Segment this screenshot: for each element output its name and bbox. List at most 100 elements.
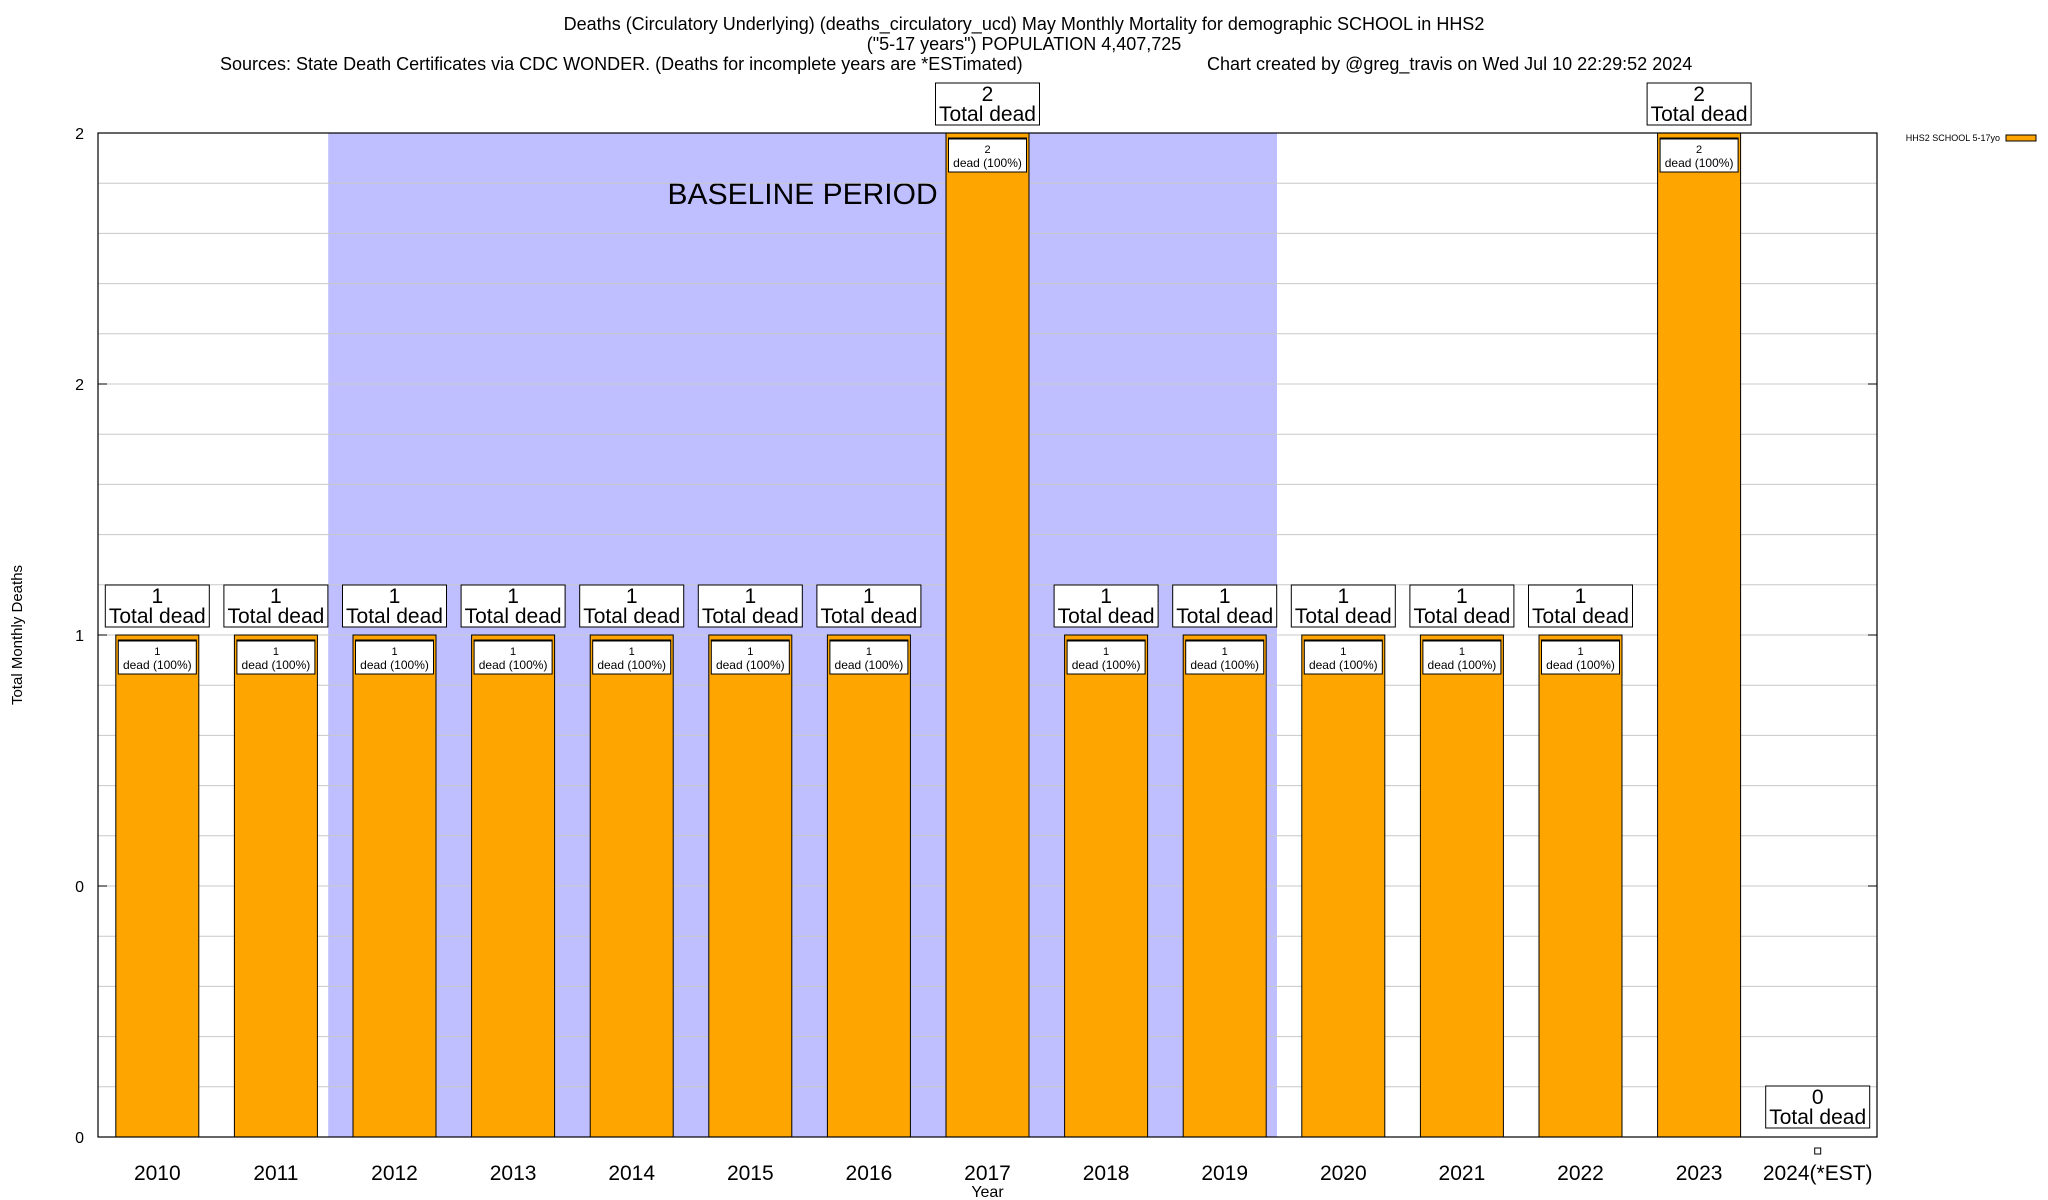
total-label-box: [460, 584, 566, 628]
segment-label-count: 1: [1459, 646, 1465, 658]
x-tick-label: 2011: [253, 1162, 298, 1185]
total-label-count: 1: [1337, 585, 1349, 608]
y-axis-label: Total Monthly Deaths: [9, 565, 26, 705]
total-label-box: [579, 584, 685, 628]
total-label-count: 1: [1575, 585, 1587, 608]
x-tick-label: 2012: [371, 1162, 418, 1185]
total-label-text: Total dead: [702, 605, 799, 628]
total-label-count: 2: [1693, 83, 1705, 106]
bar: [1538, 634, 1623, 1138]
total-label-box: [1053, 584, 1159, 628]
x-tick-label: 2022: [1557, 1162, 1604, 1185]
segment-label-count: 1: [1222, 646, 1228, 658]
total-label-count: 1: [626, 585, 638, 608]
segment-label-box: [1303, 640, 1383, 675]
bar: [1064, 634, 1149, 1138]
y-tick-label: 1: [75, 628, 84, 645]
segment-label-count: 1: [1103, 646, 1109, 658]
bar: [115, 634, 200, 1138]
total-label-text: Total dead: [1532, 605, 1629, 628]
x-tick-label: 2020: [1320, 1162, 1367, 1185]
segment-label-text: dead (100%): [123, 658, 192, 672]
y-tick-label: 2: [75, 126, 84, 143]
chart-credit: Chart created by @greg_travis on Wed Jul…: [1207, 54, 1693, 74]
bar: [1301, 634, 1386, 1138]
segment-label-count: 1: [629, 646, 635, 658]
segment-label-count: 1: [273, 646, 279, 658]
y-tick-label: 0: [75, 1130, 84, 1147]
segment-label-count: 2: [1696, 144, 1702, 156]
total-label-count: 1: [270, 585, 282, 608]
chart-title: Deaths (Circulatory Underlying) (deaths_…: [563, 14, 1485, 34]
segment-label-box: [473, 640, 553, 675]
legend-label: HHS2 SCHOOL 5-17yo: [1906, 133, 2000, 143]
total-label-text: Total dead: [465, 605, 562, 628]
segment-label-box: [948, 138, 1027, 173]
segment-label-box: [355, 640, 434, 675]
segment-label-box: [1541, 640, 1620, 675]
segment-label-box: [592, 640, 672, 675]
total-label-count: 1: [863, 585, 875, 608]
total-label-box: [935, 82, 1040, 126]
segment-label-count: 1: [866, 646, 872, 658]
total-label-box: [816, 584, 922, 628]
segment-label-count: 2: [984, 144, 990, 156]
total-label-count: 1: [1456, 585, 1468, 608]
segment-label-count: 1: [747, 646, 753, 658]
x-tick-label: 2023: [1676, 1162, 1723, 1185]
total-label-box: [1528, 584, 1633, 628]
total-label-text: Total dead: [583, 605, 680, 628]
segment-label-text: dead (100%): [1072, 658, 1141, 672]
segment-label-box: [710, 640, 790, 675]
total-label-text: Total dead: [820, 605, 917, 628]
total-label-box: [342, 584, 447, 628]
segment-label-text: dead (100%): [1546, 658, 1615, 672]
total-label-text: Total dead: [109, 605, 206, 628]
bar: [708, 634, 793, 1138]
bar: [471, 634, 556, 1138]
bar: [945, 132, 1030, 1138]
x-axis-label: Year: [971, 1184, 1004, 1200]
x-tick-label: 2024(*EST): [1763, 1162, 1873, 1185]
total-label-text: Total dead: [1413, 605, 1510, 628]
segment-label-box: [829, 640, 909, 675]
total-label-box: [223, 584, 329, 628]
segment-label-box: [1066, 640, 1146, 675]
x-tick-label: 2010: [134, 1162, 181, 1185]
segment-label-count: 1: [1577, 646, 1583, 658]
bar: [826, 634, 911, 1138]
x-tick-label: 2015: [727, 1162, 774, 1185]
total-label-text: Total dead: [227, 605, 324, 628]
total-label-box: [1765, 1085, 1871, 1129]
segment-label-text: dead (100%): [242, 658, 311, 672]
total-label-box: [1409, 584, 1515, 628]
segment-label-text: dead (100%): [360, 658, 429, 672]
total-label-count: 2: [982, 83, 994, 106]
total-label-count: 1: [1100, 585, 1112, 608]
total-label-text: Total dead: [1295, 605, 1392, 628]
segment-label-text: dead (100%): [1665, 156, 1734, 170]
total-label-count: 1: [1219, 585, 1231, 608]
bar: [589, 634, 674, 1138]
segment-label-text: dead (100%): [597, 658, 666, 672]
total-label-count: 1: [389, 585, 401, 608]
x-tick-label: 2014: [608, 1162, 655, 1185]
segment-label-text: dead (100%): [953, 156, 1022, 170]
chart-subtitle: ("5-17 years") POPULATION 4,407,725: [866, 34, 1182, 54]
total-label-box: [1172, 584, 1278, 628]
segment-label-text: dead (100%): [479, 658, 548, 672]
total-label-box: [104, 584, 210, 628]
total-label-text: Total dead: [939, 103, 1036, 126]
total-label-box: [1290, 584, 1396, 628]
bar: [1419, 634, 1504, 1138]
zero-value-marker: [1814, 1147, 1822, 1155]
segment-label-text: dead (100%): [716, 658, 785, 672]
segment-label-box: [1422, 640, 1502, 675]
segment-label-text: dead (100%): [835, 658, 904, 672]
total-label-text: Total dead: [1769, 1106, 1866, 1129]
total-label-count: 1: [744, 585, 756, 608]
bar: [1182, 634, 1267, 1138]
x-tick-label: 2016: [846, 1162, 893, 1185]
segment-label-text: dead (100%): [1428, 658, 1497, 672]
